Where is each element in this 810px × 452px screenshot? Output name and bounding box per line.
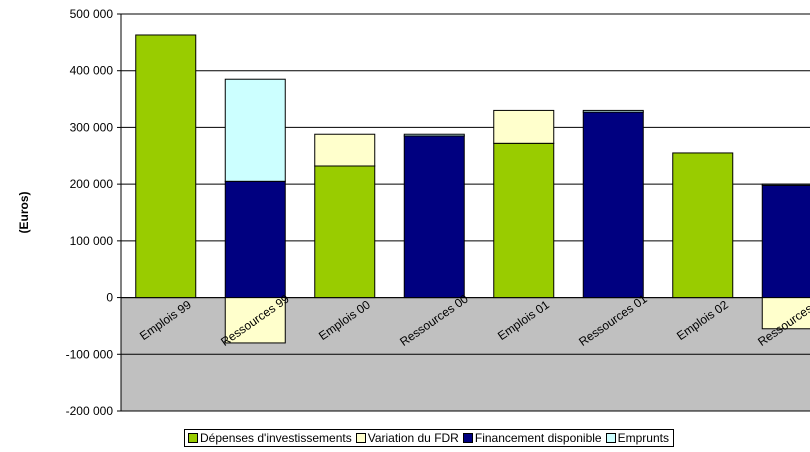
bar-segment	[224, 78, 286, 182]
legend-swatch	[188, 433, 198, 443]
legend-item: Dépenses d'investissements	[188, 431, 352, 445]
y-tick-label: 0	[106, 291, 113, 305]
bar-segment	[314, 165, 376, 299]
bar-segment	[135, 34, 197, 299]
bar-segment	[403, 133, 465, 137]
legend-swatch	[355, 433, 366, 443]
bar-segment	[761, 297, 810, 330]
legend-swatch	[605, 433, 616, 443]
bar-segment	[403, 135, 465, 299]
bar-segment	[761, 184, 810, 299]
y-tick-label: 100 000	[70, 234, 114, 248]
bar-segment	[314, 133, 376, 167]
y-tick-label: -100 000	[66, 347, 114, 361]
legend-label: Variation du FDR	[367, 431, 459, 445]
legend: Dépenses d'investissements Variation du F…	[184, 429, 674, 447]
bar-segment	[761, 183, 810, 186]
legend-label: Dépenses d'investissements	[200, 431, 352, 445]
legend-label: Emprunts	[617, 431, 669, 445]
legend-label: Financement disponible	[474, 431, 602, 445]
y-tick-label: 400 000	[70, 64, 114, 78]
bar-segment	[224, 297, 286, 344]
y-axis-label: (Euros)	[17, 191, 31, 233]
legend-item: Financement disponible	[462, 431, 602, 445]
bar-segment	[672, 152, 734, 299]
bar-segment	[582, 109, 644, 113]
y-tick-label: 200 000	[70, 177, 114, 191]
bar-segment	[493, 109, 555, 144]
chart-svg: -200 000 -100 000 0 100 000 200 000 300 000 40…	[17, 7, 810, 418]
legend-swatch	[462, 433, 473, 443]
y-tick-label: 300 000	[70, 120, 114, 134]
legend-item: Variation du FDR	[355, 431, 459, 445]
legend-item: Emprunts	[605, 431, 669, 445]
bar-segment	[224, 180, 286, 299]
y-tick-label: -200 000	[66, 404, 114, 418]
bar-segment	[493, 142, 555, 299]
bar-segment	[582, 111, 644, 299]
y-tick-label: 500 000	[70, 7, 114, 21]
